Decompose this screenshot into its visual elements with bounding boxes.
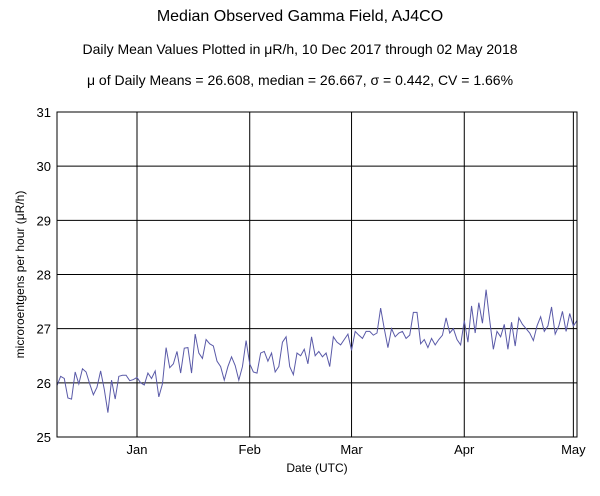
x-axis-ticks: Jan Feb Mar Apr May <box>127 442 587 457</box>
chart-stats-line: μ of Daily Means = 26.608, median = 26.6… <box>86 72 514 88</box>
series-line-daily-means <box>56 289 578 413</box>
x-tick-label: Mar <box>340 442 363 457</box>
y-tick-label: 28 <box>37 268 51 283</box>
chart-title: Median Observed Gamma Field, AJ4CO <box>156 8 444 25</box>
x-tick-label: Apr <box>454 442 475 457</box>
plot-frame <box>56 111 578 438</box>
x-tick-label: Jan <box>127 442 148 457</box>
x-tick-label: Feb <box>239 442 261 457</box>
grid <box>57 111 577 438</box>
x-axis-label: Date (UTC) <box>286 461 347 475</box>
x-tick-label: May <box>561 442 586 457</box>
y-axis-ticks: 25 26 27 28 29 30 31 <box>37 105 51 445</box>
y-tick-label: 30 <box>37 159 51 174</box>
chart-subtitle: Daily Mean Values Plotted in μR/h, 10 De… <box>82 41 518 57</box>
y-tick-label: 26 <box>37 376 51 391</box>
y-tick-label: 27 <box>37 322 51 337</box>
y-tick-label: 25 <box>37 430 51 445</box>
y-tick-label: 29 <box>37 213 51 228</box>
y-axis-label: microroentgens per hour (μR/h) <box>13 191 27 359</box>
y-tick-label: 31 <box>37 105 51 120</box>
